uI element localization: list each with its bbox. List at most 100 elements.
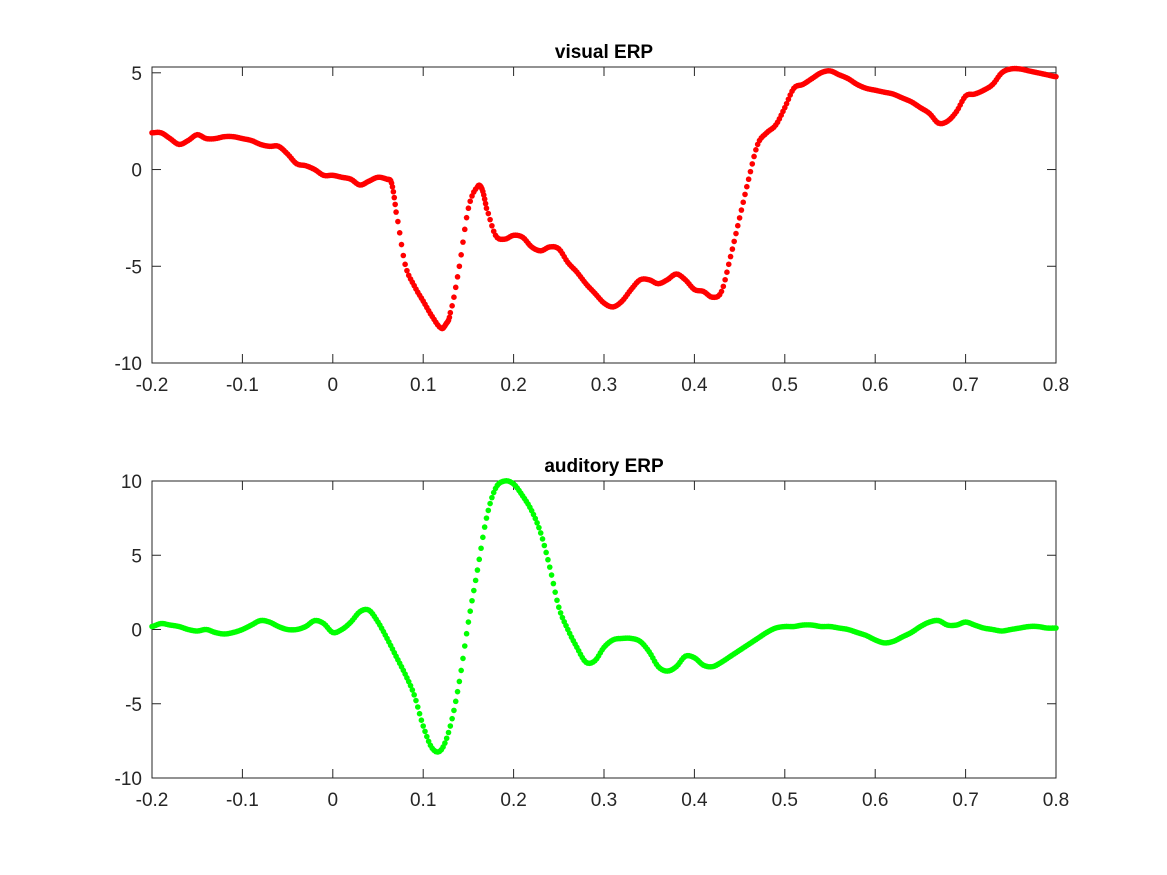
data-point [447,723,454,729]
data-point [458,667,464,674]
data-point [546,564,553,570]
data-point [460,655,466,662]
data-point [445,729,452,736]
y-tick-label: 5 [131,546,142,567]
data-point [446,314,453,321]
data-point [541,542,548,549]
data-point [467,608,474,614]
x-tick-label: 0.1 [410,375,436,396]
x-tick-label: 0.1 [410,790,436,811]
data-point [447,309,454,316]
data-point [449,303,455,309]
x-tick-label: 0.5 [772,375,798,396]
x-tick-label: 0.2 [500,790,526,811]
x-tick-label: -0.1 [226,790,259,811]
x-tick-label: 0.2 [500,375,526,396]
data-point [729,246,736,252]
x-tick-label: -0.1 [226,375,259,396]
x-tick-label: 0.6 [862,375,888,396]
data-point [742,191,748,198]
data-point [552,589,558,595]
y-tick-label: -10 [115,769,142,790]
x-tick-label: 0 [328,375,339,396]
x-tick-label: 0.4 [681,790,708,811]
data-point [785,96,792,103]
data-point [391,194,398,201]
data-point [465,619,472,625]
data-point [485,507,492,514]
data-point [722,276,728,283]
data-point [469,597,475,604]
data-point [395,218,401,225]
x-tick-label: 0.3 [591,375,617,396]
data-point [733,230,739,237]
data-point [483,515,490,521]
data-point [411,692,417,698]
data-point [424,733,430,740]
data-point [548,572,555,578]
data-point [418,717,425,723]
data-point [471,587,477,594]
data-point [487,500,493,507]
data-point [554,597,560,604]
chart-title: auditory ERP [544,456,664,477]
data-point [487,216,493,223]
data-point [461,226,468,233]
data-point [474,567,481,573]
y-tick-label: 5 [131,64,142,85]
data-point [753,147,759,153]
data-point [724,269,730,276]
tick-layer: -0.2 -0.1 0 0.1 0.2 0.3 0.4 0.5 0.6 0.7 0.8 -10 -5 0 5… [115,472,1070,811]
data-point [532,515,539,522]
data-point [480,534,486,541]
data-point [413,697,419,704]
data-point [456,263,463,270]
data-point [398,241,405,248]
x-tick-label: 0.7 [952,375,978,396]
data-point [452,284,459,291]
data-point [749,161,756,167]
data-point [414,704,421,710]
data-point [1053,625,1059,631]
data-point [481,524,488,530]
data-point [783,100,790,107]
data-point [557,610,564,616]
x-tick-label: 0.3 [591,790,617,811]
data-point [400,252,407,259]
data-point [449,715,455,722]
data-point [456,678,463,685]
data-point [454,274,461,280]
tick-layer: -0.2 -0.1 0 0.1 0.2 0.3 0.4 0.5 0.6 0.7 0.8 -10 -5 0 5 [115,64,1070,396]
data-point [740,199,747,206]
data-point [454,688,461,695]
data-point [393,209,399,215]
data-point [467,198,474,205]
data-point [392,201,398,208]
data-point [461,643,468,649]
data-point [751,153,757,160]
data-point [476,556,483,563]
data-point [404,267,410,274]
data-point [402,261,408,268]
data-point [396,230,403,236]
data-point [745,176,752,183]
data-point [422,728,428,735]
data-point [460,239,466,245]
data-point [407,682,414,689]
data-point [452,698,459,705]
data-point [483,205,490,212]
data-point [478,545,484,552]
y-tick-label: 0 [131,621,142,642]
plot-area [151,66,1057,364]
y-tick-label: 0 [131,161,142,182]
data-point [463,630,470,637]
x-tick-label: 0.4 [681,375,708,396]
data-point [485,210,492,217]
data-point [482,200,489,207]
data-point [734,222,741,229]
x-tick-label: 0.8 [1043,790,1069,811]
x-tick-label: -0.2 [136,375,169,396]
data-point [543,549,549,556]
data-point [390,188,397,195]
